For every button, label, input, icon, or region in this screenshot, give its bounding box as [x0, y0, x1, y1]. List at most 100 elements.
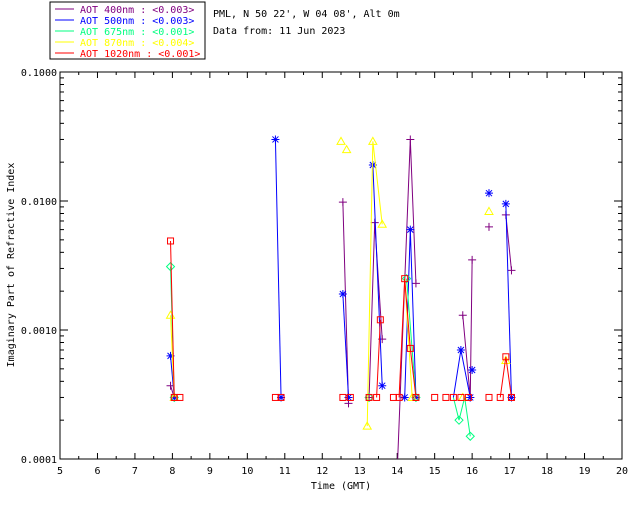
- series-line: [274, 458, 276, 459]
- data-point: [338, 290, 347, 299]
- data-date: Data from: 11 Jun 2023: [213, 26, 345, 37]
- series-0: [166, 135, 516, 459]
- x-tick-label: 15: [429, 466, 441, 477]
- series-3: [165, 136, 511, 482]
- x-tick-label: 14: [391, 466, 403, 477]
- data-point: [176, 393, 184, 401]
- data-point: [378, 381, 387, 390]
- series-line: [499, 356, 512, 398]
- data-point: [338, 198, 347, 207]
- x-tick-label: 19: [579, 466, 591, 477]
- data-point: [406, 344, 414, 352]
- data-point: [449, 393, 457, 401]
- x-tick-label: 7: [132, 466, 138, 477]
- data-point: [468, 365, 477, 374]
- data-point: [165, 261, 176, 272]
- series-1: [166, 135, 516, 402]
- series-line: [342, 294, 349, 398]
- x-tick-label: 20: [616, 466, 628, 477]
- data-point: [468, 255, 477, 264]
- x-tick-label: 9: [207, 466, 213, 477]
- series-line: [342, 202, 349, 404]
- y-tick-label: 0.0010: [21, 326, 57, 337]
- series-line: [366, 141, 383, 427]
- data-point: [464, 393, 472, 401]
- legend: AOT 400nm : <0.003>AOT 500nm : <0.003>AO…: [55, 5, 200, 60]
- data-point: [466, 393, 475, 402]
- series-line: [376, 319, 381, 398]
- data-point: [341, 144, 352, 154]
- x-tick-label: 8: [169, 466, 175, 477]
- data-point: [496, 393, 504, 401]
- data-point: [442, 393, 450, 401]
- data-point: [484, 222, 493, 231]
- data-point: [431, 393, 439, 401]
- data-point: [346, 393, 354, 401]
- series-4: [167, 237, 515, 401]
- series-line: [170, 240, 175, 398]
- data-point: [336, 136, 346, 145]
- legend-entry: AOT 500nm : <0.003>: [80, 16, 194, 27]
- legend-box: [49, 1, 206, 60]
- data-point: [395, 393, 403, 401]
- legend-entry: AOT 1020nm : <0.001>: [80, 49, 200, 60]
- data-point: [458, 311, 467, 320]
- data-point: [401, 275, 409, 283]
- data-point: [507, 393, 515, 401]
- data-point: [373, 393, 381, 401]
- data-point: [268, 475, 276, 482]
- data-point: [166, 351, 175, 360]
- axes: 5 6 7 8 9 10 11 12 13 14 15 16 17 18 19 20 0.0001 0.0010 0…: [21, 68, 628, 477]
- data-point: [339, 393, 347, 401]
- data-point: [167, 237, 175, 245]
- x-tick-label: 10: [241, 466, 253, 477]
- series-2: [165, 261, 475, 441]
- data-point: [507, 266, 516, 275]
- data-point: [502, 353, 510, 361]
- data-point: [362, 421, 373, 430]
- data-point: [484, 206, 494, 215]
- series-line: [372, 165, 383, 386]
- legend-entry: AOT 675nm : <0.001>: [80, 27, 194, 38]
- series-line: [462, 259, 473, 398]
- data-point: [400, 393, 409, 402]
- data-point: [456, 345, 465, 354]
- data-point: [485, 393, 493, 401]
- legend-entry: AOT 400nm : <0.003>: [80, 5, 194, 16]
- data-point: [407, 392, 418, 401]
- data-point: [454, 415, 464, 425]
- data-point: [484, 189, 493, 198]
- data-point: [271, 135, 280, 144]
- data-point: [277, 393, 285, 401]
- data-point: [367, 136, 378, 145]
- y-tick-label: 0.1000: [21, 68, 57, 79]
- series-line: [505, 203, 512, 398]
- data-point: [412, 393, 420, 401]
- legend-entry: AOT 870nm : <0.004>: [80, 38, 194, 49]
- x-tick-label: 11: [279, 466, 291, 477]
- series-line: [406, 278, 417, 398]
- x-tick-label: 18: [541, 466, 553, 477]
- data-point: [406, 135, 415, 144]
- data-point: [501, 199, 510, 208]
- y-axis-label: Imaginary Part of Refractive Index: [6, 163, 17, 368]
- data-point: [401, 273, 412, 284]
- series-layer: [165, 135, 516, 482]
- series-line: [452, 397, 471, 437]
- data-point: [376, 316, 384, 324]
- site-location: PML, N 50 22', W 04 08', Alt 0m: [213, 9, 400, 20]
- data-point: [344, 393, 353, 402]
- x-tick-label: 12: [316, 466, 328, 477]
- y-tick-label: 0.0001: [21, 455, 57, 466]
- x-tick-label: 13: [354, 466, 366, 477]
- series-line: [398, 278, 417, 398]
- x-axis-label: Time (GMT): [311, 481, 371, 492]
- data-point: [389, 393, 397, 401]
- x-tick-label: 5: [57, 466, 63, 477]
- x-tick-label: 6: [94, 466, 100, 477]
- series-line: [274, 139, 282, 398]
- data-point: [411, 279, 420, 288]
- x-tick-label: 16: [466, 466, 478, 477]
- data-point: [406, 225, 415, 234]
